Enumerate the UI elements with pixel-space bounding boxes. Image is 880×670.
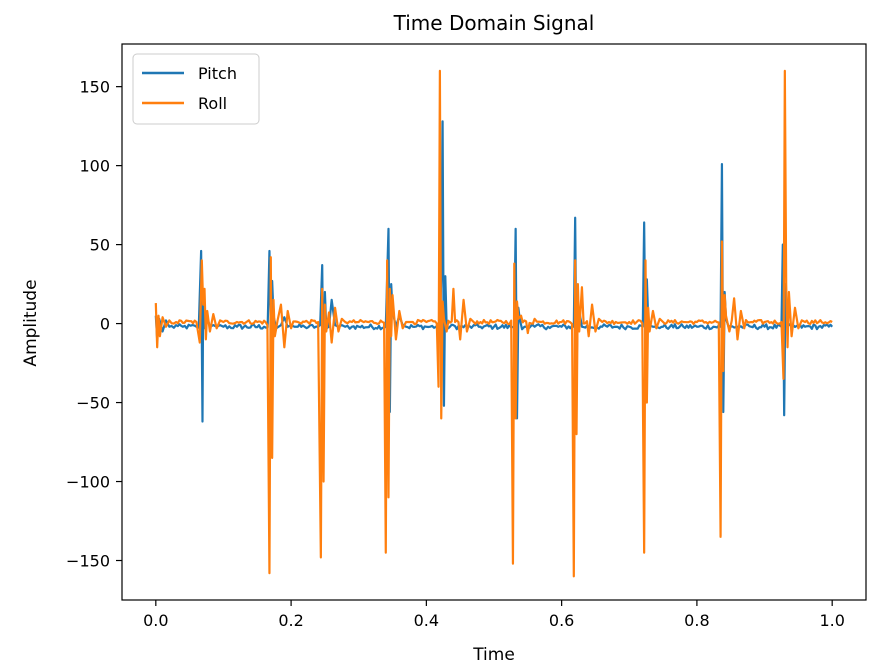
x-axis-label: Time	[472, 645, 515, 665]
y-tick-label: −50	[76, 394, 110, 413]
x-tick-label: 0.4	[414, 611, 439, 630]
y-tick-label: −100	[66, 473, 110, 492]
legend-box	[132, 53, 260, 125]
legend-label-pitch: Pitch	[198, 64, 237, 83]
x-tick-label: 0.6	[549, 611, 574, 630]
y-tick-label: 100	[79, 157, 110, 176]
axes-layer: 0.0 0.2 0.4 0.6 0.8 1.0 −150 −100 −50 0 50 100 150	[66, 43, 867, 630]
x-tick-label: 0.0	[143, 611, 168, 630]
x-tick-label: 0.8	[684, 611, 709, 630]
legend: Pitch Roll	[132, 53, 260, 125]
series-line-roll	[154, 69, 833, 578]
chart-title: Time Domain Signal	[393, 11, 595, 35]
plot-frame	[121, 43, 867, 601]
y-tick-label: −150	[66, 552, 110, 571]
series-layer	[154, 69, 834, 578]
y-axis-label: Amplitude	[21, 279, 41, 366]
legend-label-roll: Roll	[198, 94, 227, 113]
y-tick-label: 150	[79, 78, 110, 97]
x-tick-label: 1.0	[819, 611, 844, 630]
y-tick-label: 50	[90, 236, 110, 255]
y-tick-label: 0	[100, 315, 110, 334]
x-tick-label: 0.2	[278, 611, 303, 630]
